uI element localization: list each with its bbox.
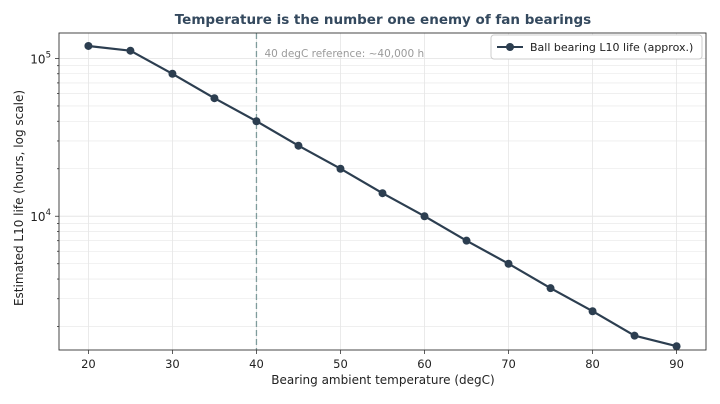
legend-box [490,34,703,60]
chart-title: Temperature is the number one enemy of f… [175,12,591,28]
x-axis-label: Bearing ambient temperature (degC) [271,373,494,387]
data-point [294,141,303,150]
legend-swatch-marker [506,43,514,51]
x-tick-label: 60 [417,357,432,371]
reference-layer: 40 degC reference: ~40,000 h [255,33,424,350]
data-point [126,46,135,55]
data-point [462,236,471,245]
x-tick-label: 80 [585,357,600,371]
data-point [588,307,597,316]
data-point [672,342,681,351]
y-tick-label: 104 [30,208,51,224]
data-point [420,212,429,221]
series-layer [84,41,681,351]
x-tick-label: 30 [165,357,180,371]
data-point [630,331,639,340]
data-point [252,117,261,126]
data-point [336,164,345,173]
legend: Ball bearing L10 life (approx.) [490,34,703,60]
legend-label: Ball bearing L10 life (approx.) [530,41,693,54]
data-point [84,41,93,50]
x-tick-label: 40 [249,357,264,371]
y-axis-label: Estimated L10 life (hours, log scale) [12,90,26,306]
x-tick-label: 20 [81,357,96,371]
x-tick-label: 50 [333,357,348,371]
axes-layer: 20 30 40 50 60 70 80 90 104 105 [30,32,707,371]
x-tick-label: 70 [501,357,516,371]
reference-annotation: 40 degC reference: ~40,000 h [264,48,424,60]
data-point [168,69,177,78]
data-point [546,284,555,293]
x-tick-label: 90 [669,357,684,371]
y-tick-label: 105 [30,50,51,66]
plot-frame [58,32,707,351]
data-point [378,189,387,198]
data-point [210,94,219,103]
grid-layer [59,33,706,350]
data-point [504,259,513,268]
